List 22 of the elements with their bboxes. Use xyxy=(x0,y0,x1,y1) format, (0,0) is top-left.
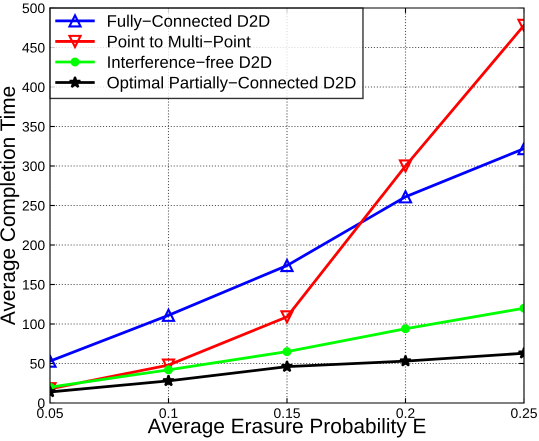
legend-label: Point to Multi−Point xyxy=(108,35,251,48)
x-tick-label: 0.2 xyxy=(396,408,414,418)
legend-label: Interference−free D2D xyxy=(108,56,272,68)
y-tick-label: 250 xyxy=(22,200,45,211)
y-tick-label: 0 xyxy=(38,398,45,408)
x-axis-title: Average Erasure Probability E xyxy=(148,418,426,438)
y-tick-label: 200 xyxy=(22,240,45,250)
legend-label: Optimal Partially−Connected D2D xyxy=(107,76,356,92)
y-axis-title: Average Completion Time xyxy=(0,86,20,326)
x-tick-label: 0.1 xyxy=(159,408,178,418)
y-tick-label: 500 xyxy=(22,3,45,14)
y-tick-label: 350 xyxy=(22,122,45,132)
y-tick-label: 450 xyxy=(22,42,45,53)
y-tick-label: 100 xyxy=(23,319,45,330)
x-tick-label: 0.05 xyxy=(37,408,63,418)
y-tick-label: 300 xyxy=(22,161,45,172)
x-tick-label: 0.25 xyxy=(511,408,537,418)
x-tick-label: 0.15 xyxy=(274,408,300,418)
y-tick-label: 400 xyxy=(22,82,45,92)
legend-label: Fully−Connected D2D xyxy=(108,14,270,30)
y-tick-label: 150 xyxy=(23,280,45,290)
y-tick-label: 50 xyxy=(30,358,45,369)
